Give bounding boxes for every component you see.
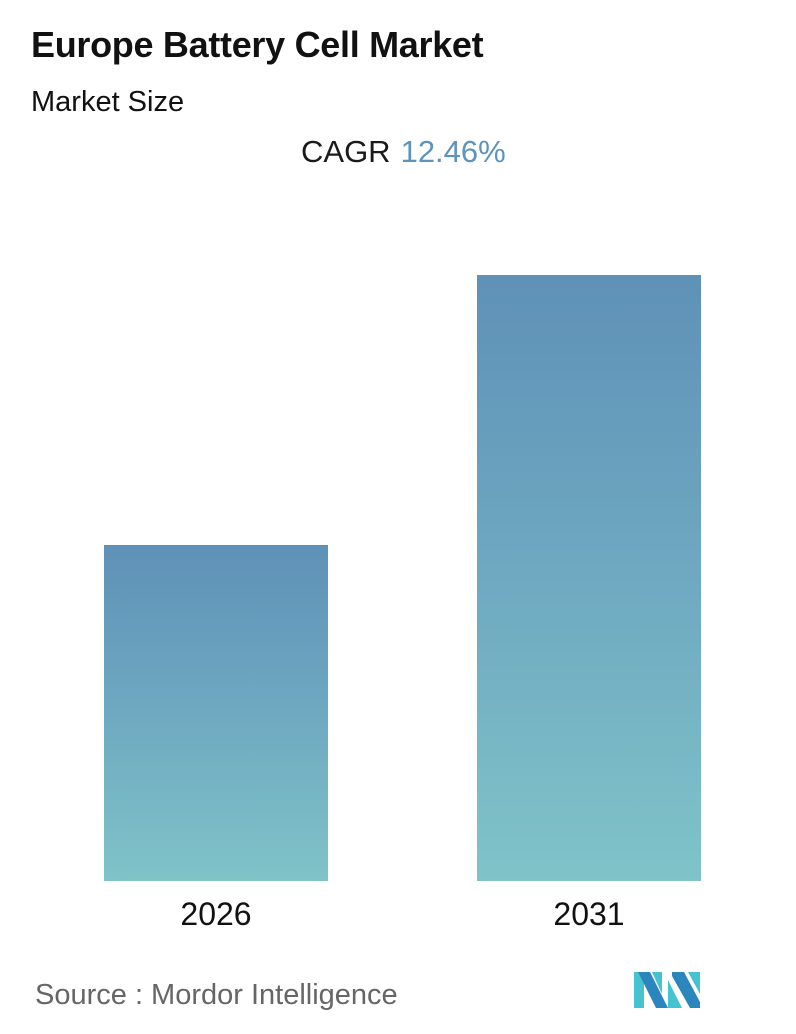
chart-title: Europe Battery Cell Market [31,24,484,65]
cagr-annotation: CAGR 12.46% [301,134,506,170]
chart-subtitle: Market Size [31,86,185,118]
cagr-value: 12.46% [400,134,506,169]
x-label-2026: 2026 [180,896,252,932]
cagr-label: CAGR [301,134,391,169]
bar-2031 [477,275,701,881]
source-text: Source : Mordor Intelligence [35,979,398,1011]
bar-2026 [104,545,328,881]
mordor-intelligence-logo-icon [634,972,700,1008]
x-label-2031: 2031 [553,896,625,932]
